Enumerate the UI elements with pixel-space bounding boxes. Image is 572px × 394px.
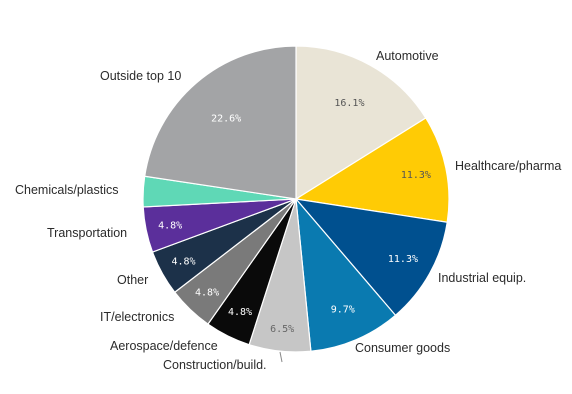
pie-value-label-transportation: 4.8% (158, 220, 182, 231)
pie-leader-lines (279, 351, 283, 363)
pie-category-label-healthcare-pharma: Healthcare/pharma (455, 159, 561, 173)
pie-slice-automotive (295, 45, 427, 201)
pie-category-label-transportation: Transportation (47, 226, 127, 240)
pie-slice-outside-top-10 (144, 45, 297, 200)
pie-category-label-consumer-goods: Consumer goods (355, 341, 450, 355)
pie-value-label-industrial-equip: 11.3% (388, 254, 418, 265)
pie-slice-healthcare-pharma (294, 117, 450, 223)
leader-line-construction (279, 351, 283, 363)
pie-category-label-automotive: Automotive (376, 49, 439, 63)
pie-slices (142, 45, 450, 353)
pie-value-label-it-electronics: 4.8% (195, 287, 219, 298)
pie-value-label-outside-top-10: 22.6% (211, 113, 241, 124)
pie-value-label-aerospace-defence: 4.8% (228, 307, 252, 318)
pie-value-label-automotive: 16.1% (334, 98, 364, 109)
pie-value-label-construction-build: 6.5% (270, 324, 294, 335)
pie-category-label-other: Other (117, 273, 148, 287)
pie-category-label-outside-top-10: Outside top 10 (100, 69, 181, 83)
pie-slice-consumer-goods (295, 197, 397, 352)
pie-category-label-chemicals-plastics: Chemicals/plastics (15, 183, 119, 197)
pie-value-label-other: 4.8% (171, 257, 195, 268)
pie-slice-industrial-equip (294, 198, 448, 317)
pie-value-labels: 16.1% 11.3% 11.3% 9.7% 6.5% 4.8% 4.8% 4.8% 4.8% 2… (158, 98, 431, 335)
pie-category-labels: Automotive Healthcare/pharma Industrial eq… (15, 49, 561, 372)
pie-category-label-it-electronics: IT/electronics (100, 310, 174, 324)
pie-category-label-construction-build: Construction/build. (163, 358, 267, 372)
pie-value-label-healthcare-pharma: 11.3% (401, 170, 431, 181)
pie-category-label-aerospace-defence: Aerospace/defence (110, 339, 218, 353)
pie-value-label-consumer-goods: 9.7% (331, 304, 355, 315)
pie-category-label-industrial-equip: Industrial equip. (438, 271, 526, 285)
